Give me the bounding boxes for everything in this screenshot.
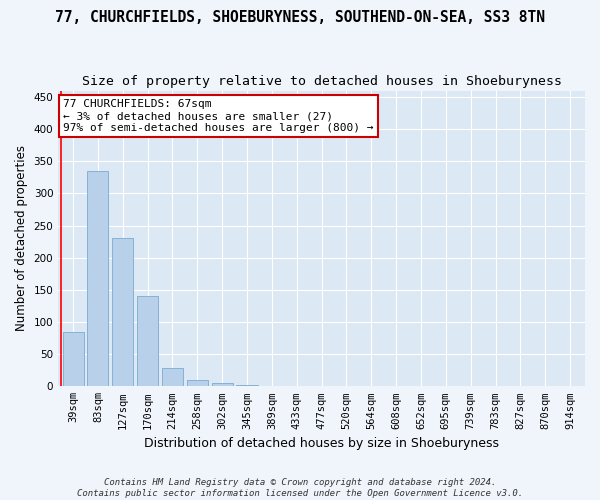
Title: Size of property relative to detached houses in Shoeburyness: Size of property relative to detached ho… bbox=[82, 75, 562, 88]
X-axis label: Distribution of detached houses by size in Shoeburyness: Distribution of detached houses by size … bbox=[144, 437, 499, 450]
Text: 77 CHURCHFIELDS: 67sqm
← 3% of detached houses are smaller (27)
97% of semi-deta: 77 CHURCHFIELDS: 67sqm ← 3% of detached … bbox=[64, 100, 374, 132]
Bar bbox=[187, 380, 208, 386]
Text: 77, CHURCHFIELDS, SHOEBURYNESS, SOUTHEND-ON-SEA, SS3 8TN: 77, CHURCHFIELDS, SHOEBURYNESS, SOUTHEND… bbox=[55, 10, 545, 25]
Bar bbox=[112, 238, 133, 386]
Text: Contains HM Land Registry data © Crown copyright and database right 2024.
Contai: Contains HM Land Registry data © Crown c… bbox=[77, 478, 523, 498]
Bar bbox=[137, 296, 158, 386]
Bar bbox=[88, 171, 109, 386]
Y-axis label: Number of detached properties: Number of detached properties bbox=[15, 146, 28, 332]
Bar bbox=[212, 383, 233, 386]
Bar bbox=[236, 385, 257, 386]
Bar bbox=[162, 368, 183, 386]
Bar bbox=[62, 332, 83, 386]
